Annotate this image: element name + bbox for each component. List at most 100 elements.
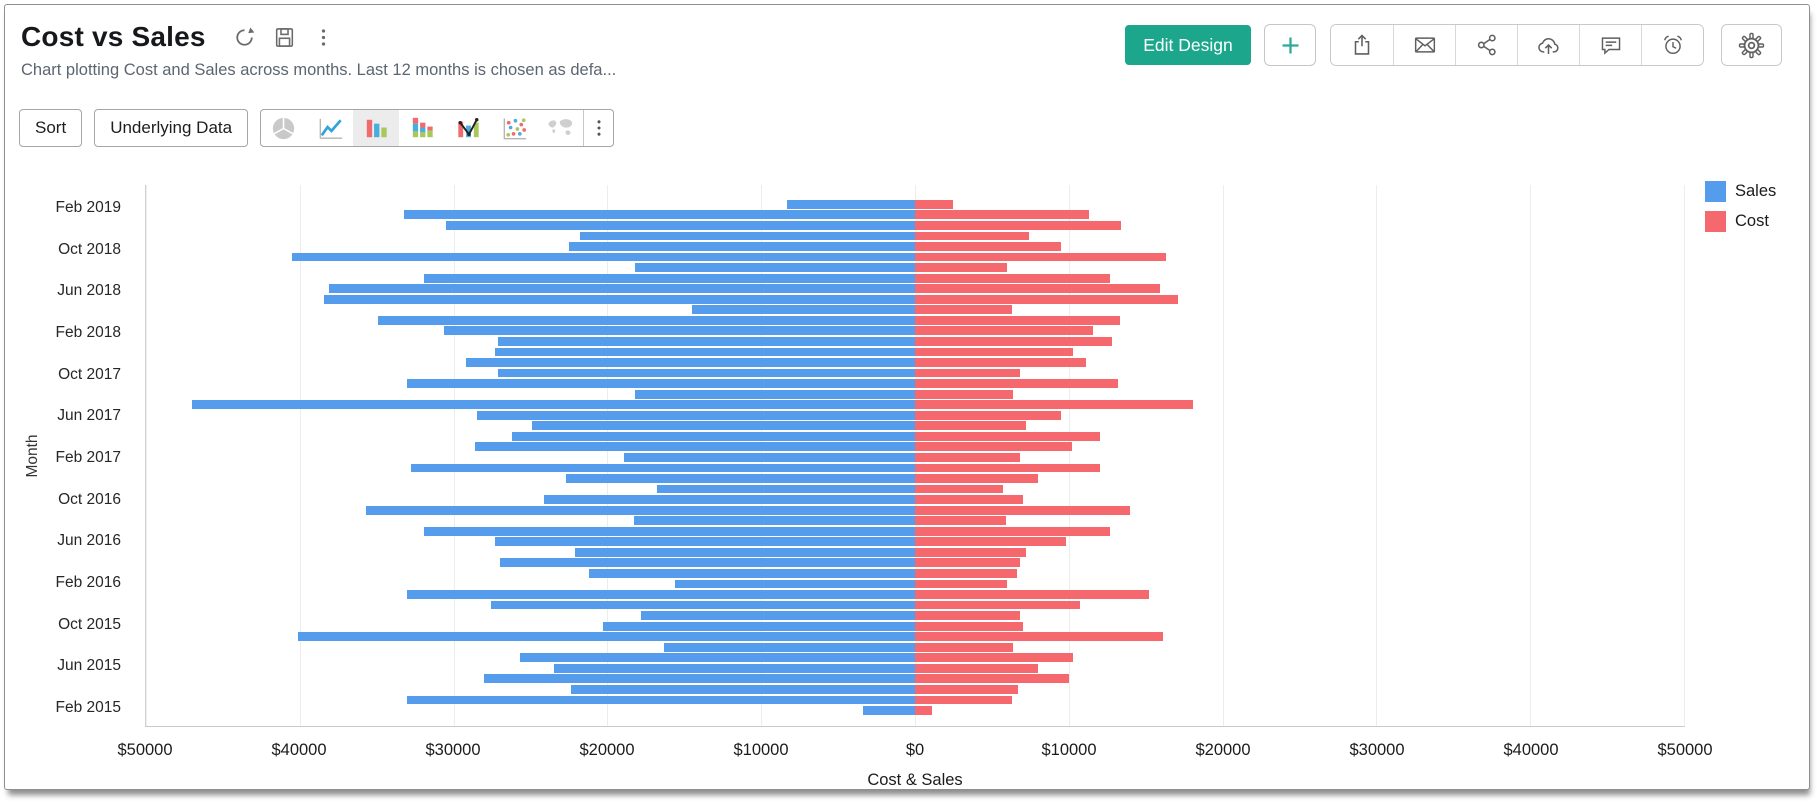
cost-bar[interactable]: [915, 305, 1012, 315]
cost-bar[interactable]: [915, 294, 1178, 304]
sales-bar[interactable]: [444, 326, 915, 336]
legend-entry-cost[interactable]: Cost: [1705, 211, 1776, 232]
sales-bar[interactable]: [579, 231, 915, 241]
sales-bar[interactable]: [404, 210, 915, 220]
line-chart-icon[interactable]: [307, 110, 353, 146]
sales-bar[interactable]: [532, 421, 915, 431]
sales-bar[interactable]: [635, 263, 915, 272]
sales-bar[interactable]: [499, 558, 915, 568]
cost-bar[interactable]: [915, 242, 1062, 251]
cost-bar[interactable]: [915, 484, 1003, 494]
cost-bar[interactable]: [915, 632, 1163, 642]
cost-bar[interactable]: [915, 474, 1039, 483]
cost-bar[interactable]: [915, 326, 1094, 336]
sales-bar[interactable]: [692, 305, 915, 315]
cost-bar[interactable]: [915, 495, 1023, 504]
cost-bar[interactable]: [915, 273, 1111, 283]
cost-bar[interactable]: [915, 252, 1166, 262]
underlying-data-button[interactable]: Underlying Data: [94, 109, 249, 147]
sales-bar[interactable]: [192, 400, 915, 410]
cost-bar[interactable]: [915, 642, 1014, 652]
sales-bar[interactable]: [475, 442, 915, 452]
sales-bar[interactable]: [476, 410, 915, 420]
sales-bar[interactable]: [641, 611, 915, 620]
comment-button[interactable]: [1579, 25, 1641, 65]
cost-bar[interactable]: [915, 442, 1072, 452]
cost-bar[interactable]: [915, 284, 1160, 294]
sales-bar[interactable]: [568, 242, 915, 251]
cost-bar[interactable]: [915, 453, 1020, 462]
sales-bar[interactable]: [575, 547, 915, 557]
cost-bar[interactable]: [915, 210, 1089, 220]
sales-bar[interactable]: [553, 663, 915, 673]
cost-bar[interactable]: [915, 558, 1020, 568]
sales-bar[interactable]: [656, 484, 915, 494]
cost-bar[interactable]: [915, 611, 1020, 620]
sales-bar[interactable]: [465, 358, 915, 367]
sales-bar[interactable]: [410, 463, 915, 473]
cost-bar[interactable]: [915, 547, 1026, 557]
sales-bar[interactable]: [602, 621, 915, 631]
cost-bar[interactable]: [915, 389, 1014, 399]
cost-bar[interactable]: [915, 347, 1074, 357]
cost-bar[interactable]: [915, 526, 1111, 536]
add-button[interactable]: [1264, 24, 1316, 66]
cost-bar[interactable]: [915, 590, 1149, 599]
cost-bar[interactable]: [915, 505, 1131, 515]
cost-bar[interactable]: [915, 410, 1062, 420]
sales-bar[interactable]: [495, 537, 915, 547]
sales-bar[interactable]: [407, 590, 915, 599]
sales-bar[interactable]: [512, 431, 915, 441]
cost-bar[interactable]: [915, 695, 1012, 705]
cost-bar[interactable]: [915, 231, 1029, 241]
pie-chart-icon[interactable]: [261, 110, 307, 146]
legend-entry-sales[interactable]: Sales: [1705, 181, 1776, 202]
bar-chart-icon[interactable]: [353, 110, 400, 146]
publish-button[interactable]: [1517, 25, 1579, 65]
sales-bar[interactable]: [675, 579, 915, 589]
cost-bar[interactable]: [915, 621, 1023, 631]
cost-bar[interactable]: [915, 368, 1020, 378]
cost-bar[interactable]: [915, 516, 1006, 526]
cost-bar[interactable]: [915, 336, 1112, 346]
sales-bar[interactable]: [570, 685, 915, 694]
cost-bar[interactable]: [915, 431, 1100, 441]
cost-bar[interactable]: [915, 199, 954, 209]
export-button[interactable]: [1331, 25, 1393, 65]
sales-bar[interactable]: [484, 674, 915, 684]
sales-bar[interactable]: [424, 526, 915, 536]
sales-bar[interactable]: [407, 695, 915, 705]
cost-bar[interactable]: [915, 379, 1119, 388]
save-icon[interactable]: [272, 25, 297, 50]
email-button[interactable]: [1393, 25, 1455, 65]
sales-bar[interactable]: [292, 252, 915, 262]
sales-bar[interactable]: [635, 389, 915, 399]
settings-button[interactable]: [1721, 24, 1782, 66]
sales-bar[interactable]: [588, 569, 915, 578]
cost-bar[interactable]: [915, 674, 1069, 684]
cost-bar[interactable]: [915, 358, 1086, 367]
sales-bar[interactable]: [495, 347, 915, 357]
more-icon[interactable]: [312, 26, 335, 49]
stacked-bar-chart-icon[interactable]: [399, 110, 445, 146]
edit-design-button[interactable]: Edit Design: [1125, 25, 1251, 65]
cost-bar[interactable]: [915, 421, 1026, 431]
sales-bar[interactable]: [544, 495, 915, 504]
sales-bar[interactable]: [329, 284, 915, 294]
cost-bar[interactable]: [915, 263, 1008, 272]
sales-bar[interactable]: [378, 315, 915, 325]
scatter-chart-icon[interactable]: [491, 110, 537, 146]
cost-bar[interactable]: [915, 315, 1120, 325]
schedule-button[interactable]: [1641, 25, 1703, 65]
sales-bar[interactable]: [862, 706, 915, 715]
sales-bar[interactable]: [664, 642, 915, 652]
sales-bar[interactable]: [298, 632, 915, 642]
cost-bar[interactable]: [915, 220, 1122, 230]
sales-bar[interactable]: [445, 220, 915, 230]
sales-bar[interactable]: [519, 653, 915, 663]
cost-bar[interactable]: [915, 569, 1017, 578]
sales-bar[interactable]: [424, 273, 915, 283]
map-chart-icon[interactable]: [537, 110, 583, 146]
sales-bar[interactable]: [490, 600, 915, 610]
sales-bar[interactable]: [498, 336, 915, 346]
